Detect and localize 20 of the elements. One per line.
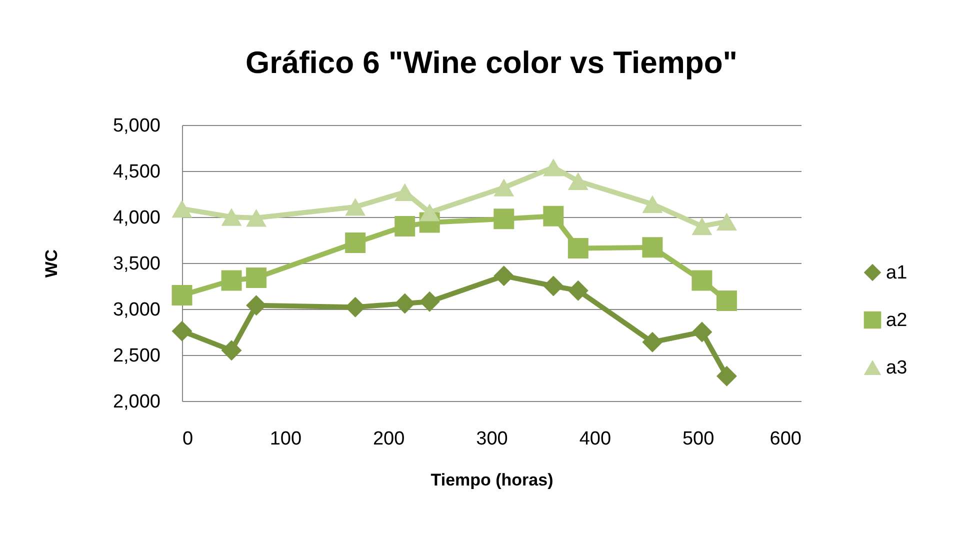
y-tick-label: 2,500	[112, 346, 160, 366]
y-tick-label: 5,000	[112, 116, 160, 136]
y-tick-label: 3,500	[112, 254, 160, 274]
x-tick-label: 0	[182, 428, 194, 450]
x-tick-label: 300	[476, 428, 508, 450]
legend-label: a2	[886, 310, 908, 331]
y-tick-label: 3,000	[112, 300, 160, 320]
legend-label: a1	[886, 262, 908, 284]
y-axis-title: WC	[42, 249, 61, 278]
y-tick-label: 4,500	[112, 162, 160, 182]
x-axis-title: Tiempo (horas)	[430, 470, 554, 490]
y-tick-label: 2,000	[112, 392, 160, 412]
x-tick-label: 200	[372, 428, 405, 450]
x-tick-label: 400	[579, 428, 612, 450]
legend-label: a3	[886, 358, 908, 378]
x-tick-label: 600	[770, 428, 802, 450]
x-tick-label: 500	[682, 428, 714, 450]
x-tick-label: 100	[270, 428, 302, 450]
y-tick-label: 4,000	[112, 208, 160, 228]
chart-title: Gráfico 6 "Wine color vs Tiempo"	[246, 45, 738, 80]
